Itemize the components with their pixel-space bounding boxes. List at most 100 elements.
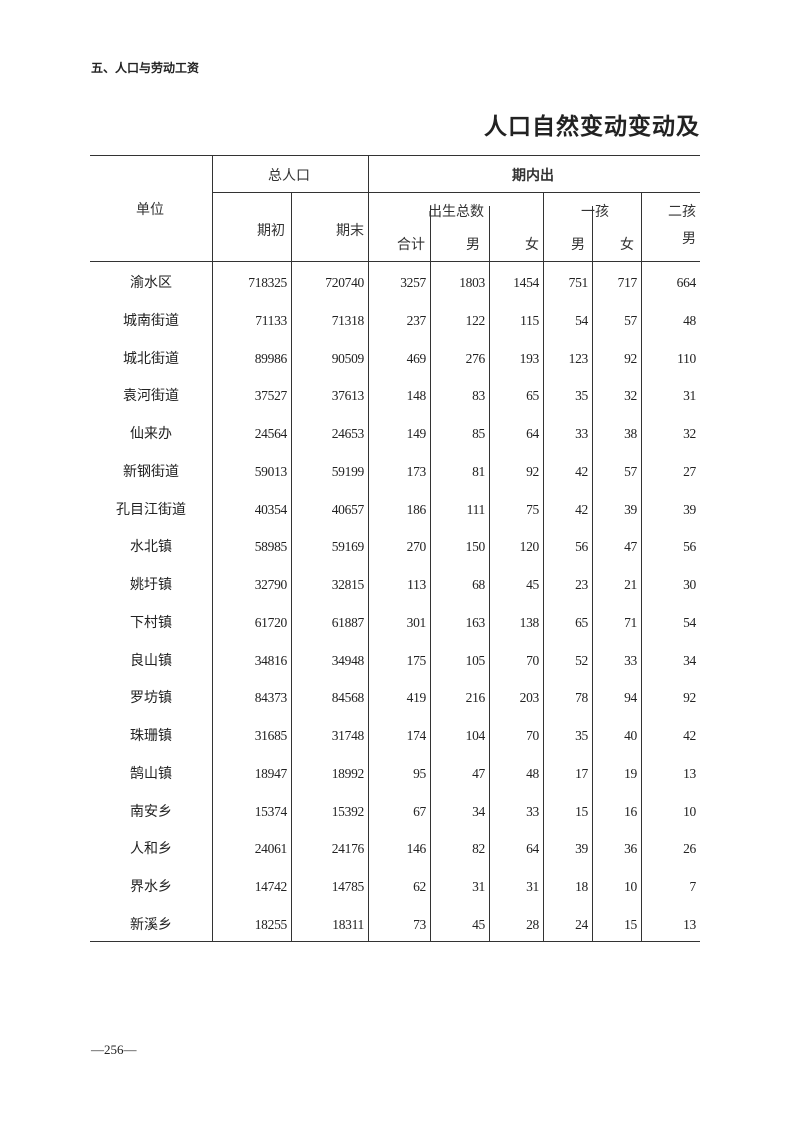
column-divider — [430, 206, 431, 941]
table-cell: 18255 — [254, 916, 288, 932]
table-cell: 59013 — [254, 463, 288, 479]
table-cell: 15374 — [254, 803, 288, 819]
table-cell: 120 — [519, 539, 540, 555]
table-cell: 717 — [617, 275, 638, 290]
table-cell: 37613 — [331, 388, 365, 404]
table-cell: 40 — [624, 728, 637, 743]
table-cell: 193 — [519, 350, 540, 366]
table-cell: 47 — [472, 765, 485, 781]
table-cell: 38 — [624, 426, 637, 441]
table-cell: 175 — [406, 652, 427, 668]
table-cell: 18992 — [331, 765, 365, 781]
table-cell: 92 — [683, 690, 696, 706]
row-unit-label: 城南街道 — [123, 312, 179, 329]
table-cell: 64 — [526, 841, 539, 857]
header-total-births: 出生总数 — [428, 204, 484, 220]
table-cell: 61720 — [254, 614, 288, 630]
table-cell: 24564 — [254, 426, 288, 441]
table-cell: 84568 — [331, 690, 365, 706]
table-cell: 64 — [526, 426, 539, 441]
row-unit-label: 城北街道 — [123, 350, 179, 367]
table-cell: 419 — [406, 690, 427, 706]
row-unit-label: 姚圩镇 — [130, 577, 172, 593]
table-cell: 59199 — [331, 463, 365, 479]
table-cell: 67 — [413, 803, 426, 819]
table-cell: 62 — [413, 879, 426, 894]
header-unit: 单位 — [136, 202, 164, 218]
table-cell: 34 — [472, 803, 485, 819]
table-cell: 664 — [676, 275, 697, 290]
column-divider — [543, 192, 544, 941]
table-cell: 56 — [683, 539, 696, 555]
header-first-child: 一孩 — [581, 204, 609, 220]
table-cell: 276 — [465, 350, 486, 366]
table-cell: 59169 — [331, 539, 365, 555]
table-cell: 34 — [683, 652, 696, 668]
table-cell: 17 — [575, 765, 588, 781]
table-cell: 32 — [624, 388, 637, 404]
table-cell: 26 — [683, 841, 696, 857]
row-unit-label: 界水乡 — [130, 879, 172, 895]
table-cell: 150 — [465, 539, 486, 555]
table-cell: 31685 — [254, 728, 288, 743]
row-unit-label: 孔目江街道 — [116, 501, 186, 518]
table-cell: 39 — [575, 841, 588, 857]
table-cell: 7 — [689, 879, 697, 894]
table-cell: 92 — [526, 463, 539, 479]
header-period-end: 期末 — [336, 223, 364, 239]
table-cell: 71318 — [331, 312, 365, 328]
table-cell: 203 — [519, 690, 540, 706]
table-cell: 33 — [575, 426, 588, 441]
table-cell: 24176 — [331, 841, 365, 857]
table-cell: 48 — [683, 312, 696, 328]
table-cell: 149 — [406, 426, 427, 441]
table-cell: 81 — [472, 463, 485, 479]
table-cell: 110 — [677, 350, 696, 366]
header-total: 合计 — [397, 237, 425, 253]
table-cell: 45 — [472, 916, 485, 932]
header-male: 男 — [466, 237, 480, 253]
table-cell: 173 — [406, 463, 427, 479]
table-cell: 10 — [624, 879, 637, 894]
table-cell: 163 — [465, 614, 486, 630]
table-cell: 186 — [406, 501, 427, 517]
table-cell: 71133 — [255, 312, 287, 328]
table-cell: 27 — [683, 463, 696, 479]
table-cell: 14785 — [331, 879, 365, 894]
table-cell: 115 — [520, 312, 539, 328]
table-cell: 57 — [624, 312, 637, 328]
table-cell: 24 — [575, 916, 588, 932]
table-cell: 18 — [575, 879, 588, 894]
table-cell: 32815 — [331, 577, 365, 592]
table-cell: 82 — [472, 841, 485, 857]
table-cell: 111 — [466, 501, 486, 517]
row-unit-label: 水北镇 — [130, 539, 172, 556]
table-cell: 90509 — [331, 350, 365, 366]
table-cell: 40354 — [254, 501, 288, 517]
table-cell: 78 — [575, 690, 588, 706]
column-divider — [641, 192, 642, 941]
row-unit-label: 渝水区 — [130, 275, 172, 291]
table-cell: 123 — [568, 350, 589, 366]
row-unit-label: 珠珊镇 — [130, 728, 172, 744]
header-second-child: 二孩 — [668, 204, 696, 220]
table-cell: 138 — [519, 614, 540, 630]
page-title: 人口自然变动变动及 — [484, 114, 700, 140]
table-cell: 15392 — [331, 803, 365, 819]
table-cell: 18947 — [254, 765, 288, 781]
table-cell: 68 — [472, 577, 485, 592]
table-cell: 84373 — [254, 690, 288, 706]
table-cell: 720740 — [325, 275, 364, 290]
row-unit-label: 南安乡 — [130, 803, 172, 820]
header-second-male: 男 — [682, 231, 696, 247]
header-female: 女 — [525, 237, 539, 253]
table-cell: 56 — [575, 539, 588, 555]
header-first-male: 男 — [571, 237, 585, 253]
table-cell: 85 — [472, 426, 485, 441]
table-cell: 61887 — [331, 614, 365, 630]
table-cell: 31 — [472, 879, 485, 894]
table-cell: 32 — [683, 426, 696, 441]
table-cell: 48 — [526, 765, 539, 781]
table-cell: 216 — [465, 690, 486, 706]
table-cell: 270 — [406, 539, 427, 555]
